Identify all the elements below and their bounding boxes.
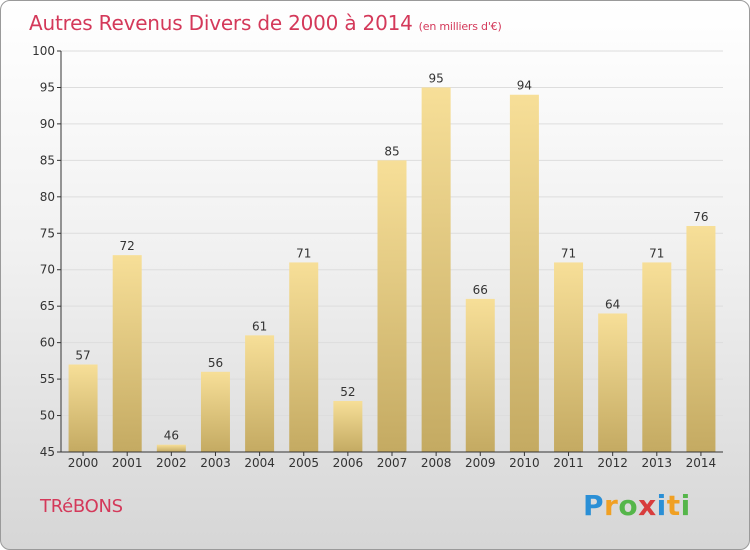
bar-value-label: 85 xyxy=(384,144,399,158)
bar xyxy=(686,225,716,452)
bars xyxy=(68,87,716,453)
y-tick-label: 90 xyxy=(40,117,55,131)
bar-value-label: 46 xyxy=(164,429,179,443)
bar-value-label: 95 xyxy=(428,71,443,85)
bar xyxy=(509,94,539,452)
brand-letter: i xyxy=(656,489,667,522)
x-tick-label: 2002 xyxy=(156,456,187,470)
x-tick-label: 2009 xyxy=(465,456,496,470)
bar-value-label: 64 xyxy=(605,297,620,311)
y-tick-label: 75 xyxy=(40,226,55,240)
brand-letter: x xyxy=(638,489,657,522)
bar-value-label: 76 xyxy=(693,210,708,224)
bar-value-label: 56 xyxy=(208,356,223,370)
y-tick-label: 45 xyxy=(40,445,55,459)
brand-letter: o xyxy=(618,489,639,522)
x-tick-label: 2014 xyxy=(686,456,717,470)
y-tick-label: 80 xyxy=(40,190,55,204)
x-tick-label: 2007 xyxy=(377,456,408,470)
x-tick-label: 2004 xyxy=(244,456,275,470)
bar xyxy=(289,262,319,452)
bar xyxy=(642,262,672,452)
brand-letter: P xyxy=(583,489,605,522)
bar-value-label: 71 xyxy=(649,246,664,260)
bar-value-label: 71 xyxy=(561,246,576,260)
chart-title: Autres Revenus Divers de 2000 à 2014 (en … xyxy=(29,11,502,35)
bar xyxy=(554,262,584,452)
y-tick-label: 70 xyxy=(40,263,55,277)
brand-letter: t xyxy=(666,489,681,522)
proxiti-logo[interactable]: Proxiti xyxy=(583,489,691,522)
chart-title-text: Autres Revenus Divers de 2000 à 2014 xyxy=(29,11,413,35)
bar xyxy=(333,400,363,452)
bar xyxy=(68,364,98,452)
x-tick-label: 2005 xyxy=(288,456,319,470)
x-tick-label: 2003 xyxy=(200,456,231,470)
brand-letter: i xyxy=(680,489,691,522)
bar-value-label: 52 xyxy=(340,385,355,399)
bar xyxy=(465,298,495,452)
y-tick-label: 60 xyxy=(40,336,55,350)
y-tick-label: 85 xyxy=(40,153,55,167)
bar-value-label: 71 xyxy=(296,246,311,260)
bar xyxy=(377,160,407,452)
x-tick-label: 2012 xyxy=(597,456,628,470)
x-tick-label: 2008 xyxy=(421,456,452,470)
bar-value-label: 61 xyxy=(252,319,267,333)
chart-subtitle: (en milliers d'€) xyxy=(418,20,502,33)
x-tick-label: 2001 xyxy=(112,456,143,470)
bar xyxy=(245,335,275,452)
data-labels: 57 72 46 56 61 71 52 85 95 66 94 71 64 71 76 xyxy=(75,71,708,442)
bar-value-label: 72 xyxy=(120,239,135,253)
bar-value-label: 94 xyxy=(517,79,532,93)
y-tick-label: 95 xyxy=(40,80,55,94)
y-tick-label: 100 xyxy=(32,44,55,58)
x-tick-label: 2011 xyxy=(553,456,584,470)
bar xyxy=(421,87,451,453)
x-tick-label: 2013 xyxy=(642,456,673,470)
x-tick-label: 2010 xyxy=(509,456,540,470)
x-tick-label: 2006 xyxy=(333,456,364,470)
bar xyxy=(156,444,186,452)
x-tick-label: 2000 xyxy=(68,456,99,470)
bar xyxy=(598,313,628,452)
bar-value-label: 66 xyxy=(473,283,488,297)
y-tick-label: 65 xyxy=(40,299,55,313)
brand-letter: r xyxy=(604,489,619,522)
axes: 45 50 55 60 65 70 75 80 85 90 95 100 2000 2001 2002 200… xyxy=(32,44,723,470)
y-tick-label: 50 xyxy=(40,409,55,423)
y-tick-label: 55 xyxy=(40,372,55,386)
bar-value-label: 57 xyxy=(75,349,90,363)
bar xyxy=(200,371,230,452)
town-name: TRéBONS xyxy=(40,496,123,517)
bar xyxy=(112,255,142,452)
